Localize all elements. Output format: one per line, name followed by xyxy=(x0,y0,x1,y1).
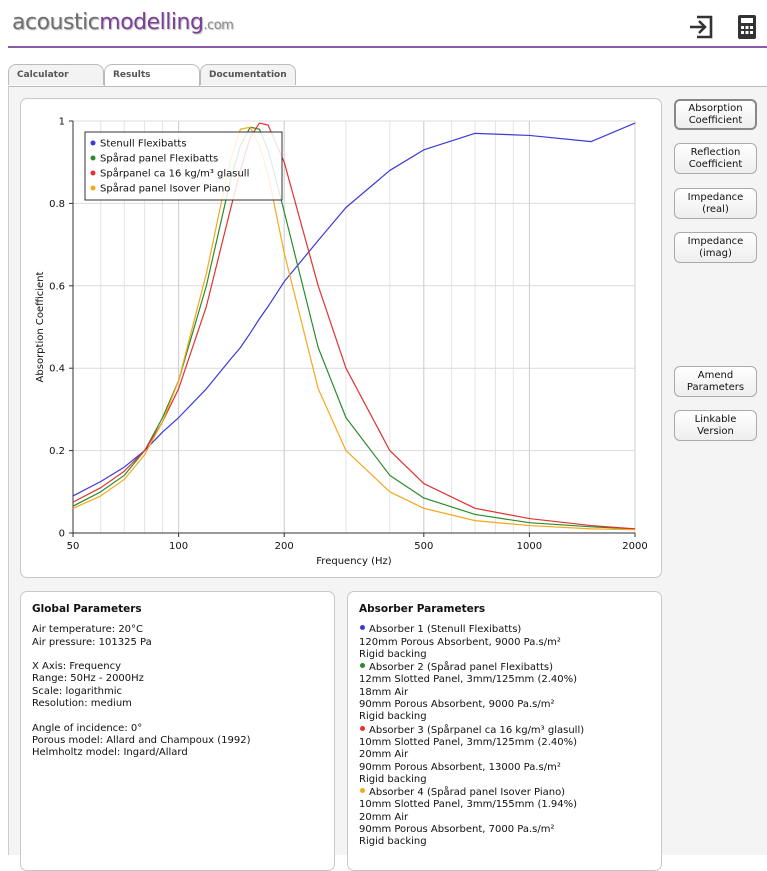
button[interactable]: Absorption Coefficient xyxy=(674,99,757,130)
bullet xyxy=(360,788,365,794)
y-tick-label: 0 xyxy=(59,529,65,540)
parameter-group: Air temperature: 20°C Air pressure: 10132… xyxy=(32,624,323,649)
header-rule xyxy=(8,46,767,48)
absorber-line: Rigid backing xyxy=(359,836,427,848)
absorber-name: Absorber 3 (Spårpanel ca 16 kg/m³ glasul… xyxy=(369,724,585,736)
absorber-line: 120mm Porous Absorbent, 9000 Pa.s/m² xyxy=(359,636,561,648)
button[interactable]: Impedance (imag) xyxy=(674,232,757,263)
parameter-line: Helmholtz model: Ingard/Allard xyxy=(32,747,188,759)
absorber: Absorber 2 (Spårad panel Flexibatts) 12mm… xyxy=(359,662,650,723)
absorber-heading: Absorber 2 (Spårad panel Flexibatts) xyxy=(359,662,650,674)
series-line xyxy=(72,126,636,530)
logo[interactable]: acousticmodelling.com xyxy=(12,10,234,35)
button[interactable]: Impedance (real) xyxy=(674,188,757,219)
series-line xyxy=(72,122,636,530)
absorber-line: 90mm Porous Absorbent, 13000 Pa.s/m² xyxy=(359,761,561,773)
legend-marker xyxy=(90,155,96,161)
parameter-line: Angle of incidence: 0° xyxy=(32,722,143,734)
absorber-line: Rigid backing xyxy=(359,773,427,785)
tabs: Calculator Results Documentation xyxy=(8,64,296,87)
logo-part: .com xyxy=(203,18,234,33)
absorber-line: 10mm Slotted Panel, 3mm/155mm (1.94%) xyxy=(359,799,578,811)
legend-marker xyxy=(90,185,96,191)
absorber-name: Absorber 4 (Spårad panel Isover Piano) xyxy=(369,787,566,799)
absorber-parameters: Absorber Parameters Absorber 1 (Stenull … xyxy=(347,591,662,871)
logo-part: modelling xyxy=(99,10,204,35)
legend-marker xyxy=(90,170,96,176)
tab[interactable]: Results xyxy=(104,64,200,87)
parameter-line: Scale: logarithmic xyxy=(32,685,122,697)
absorber-line: 90mm Porous Absorbent, 7000 Pa.s/m² xyxy=(359,824,555,836)
x-tick-label: 50 xyxy=(67,541,80,552)
tab[interactable]: Calculator xyxy=(8,64,104,85)
y-tick-label: 0.6 xyxy=(49,281,65,292)
button[interactable]: Reflection Coefficient xyxy=(674,143,757,174)
y-tick-label: 0.2 xyxy=(49,446,65,457)
bullet xyxy=(360,625,365,631)
absorber-line: 20mm Air xyxy=(359,811,409,823)
absorber-line: Rigid backing xyxy=(359,648,427,660)
chart-box: 0 0.2 0.4 0.6 0.8 1 50 100 200 500 1000 2000 Frequen… xyxy=(20,98,662,578)
logo-part: acoustic xyxy=(12,10,100,35)
parameter-line: Range: 50Hz - 2000Hz xyxy=(32,673,144,685)
x-tick-label: 1000 xyxy=(517,541,542,552)
legend-label: Stenull Flexibatts xyxy=(100,139,187,150)
parameter-line: Porous model: Allard and Champoux (1992) xyxy=(32,734,251,746)
bullet xyxy=(360,663,365,669)
y-tick-label: 0.4 xyxy=(49,364,65,375)
legend-label: Spårad panel Flexibatts xyxy=(100,152,218,165)
absorber-line: 18mm Air xyxy=(359,686,409,698)
chart: 0 0.2 0.4 0.6 0.8 1 50 100 200 500 1000 2000 Frequen… xyxy=(35,117,648,568)
x-axis-label: Frequency (Hz) xyxy=(316,556,392,567)
parameter-group: X Axis: Frequency Range: 50Hz - 2000Hz Sca… xyxy=(32,661,323,710)
parameter-line: Air temperature: 20°C xyxy=(32,624,144,636)
y-tick-label: 1 xyxy=(59,117,65,128)
button[interactable]: Linkable Version xyxy=(674,410,757,441)
parameter-line: Air pressure: 101325 Pa xyxy=(32,636,152,648)
panel-title: Absorber Parameters xyxy=(359,603,486,615)
y-axis-label: Absorption Coefficient xyxy=(35,271,46,382)
login-icon[interactable] xyxy=(688,15,714,39)
bullet xyxy=(360,725,365,731)
parameter-line: X Axis: Frequency xyxy=(32,661,121,673)
panel-title: Global Parameters xyxy=(32,603,142,615)
x-tick-label: 100 xyxy=(169,541,188,552)
absorber-heading: Absorber 4 (Spårad panel Isover Piano) xyxy=(359,787,650,799)
parameter-group: Angle of incidence: 0° Porous model: Alla… xyxy=(32,723,323,760)
absorber-line: 20mm Air xyxy=(359,749,409,761)
absorber-heading: Absorber 1 (Stenull Flexibatts) xyxy=(359,624,650,636)
calculator-icon[interactable] xyxy=(737,14,757,40)
x-tick-label: 200 xyxy=(275,541,294,552)
absorber: Absorber 4 (Spårad panel Isover Piano) 10… xyxy=(359,787,650,848)
y-tick-label: 0.8 xyxy=(49,199,65,210)
absorber-line: Rigid backing xyxy=(359,711,427,723)
absorber-line: 90mm Porous Absorbent, 9000 Pa.s/m² xyxy=(359,699,555,711)
legend-marker xyxy=(90,140,96,146)
absorber-name: Absorber 1 (Stenull Flexibatts) xyxy=(369,624,522,636)
tab[interactable]: Documentation xyxy=(200,64,296,85)
absorber-line: 10mm Slotted Panel, 3mm/125mm (2.40%) xyxy=(359,736,578,748)
x-tick-label: 500 xyxy=(414,541,433,552)
absorber-line: 12mm Slotted Panel, 3mm/125mm (2.40%) xyxy=(359,674,578,686)
button[interactable]: Amend Parameters xyxy=(674,366,757,397)
legend-box xyxy=(84,131,283,201)
absorber-name: Absorber 2 (Spårad panel Flexibatts) xyxy=(369,662,554,674)
absorber-heading: Absorber 3 (Spårpanel ca 16 kg/m³ glasul… xyxy=(359,725,650,737)
x-tick-label: 2000 xyxy=(622,541,647,552)
parameter-line: Resolution: medium xyxy=(32,698,132,710)
global-parameters: Global Parameters Air temperature: 20°C A… xyxy=(20,591,335,871)
absorber: Absorber 3 (Spårpanel ca 16 kg/m³ glasul… xyxy=(359,725,650,786)
legend-label: Spårad panel Isover Piano xyxy=(100,182,230,195)
legend-label: Spårpanel ca 16 kg/m³ glasull xyxy=(100,167,249,180)
absorber: Absorber 1 (Stenull Flexibatts) 120mm Por… xyxy=(359,624,650,661)
